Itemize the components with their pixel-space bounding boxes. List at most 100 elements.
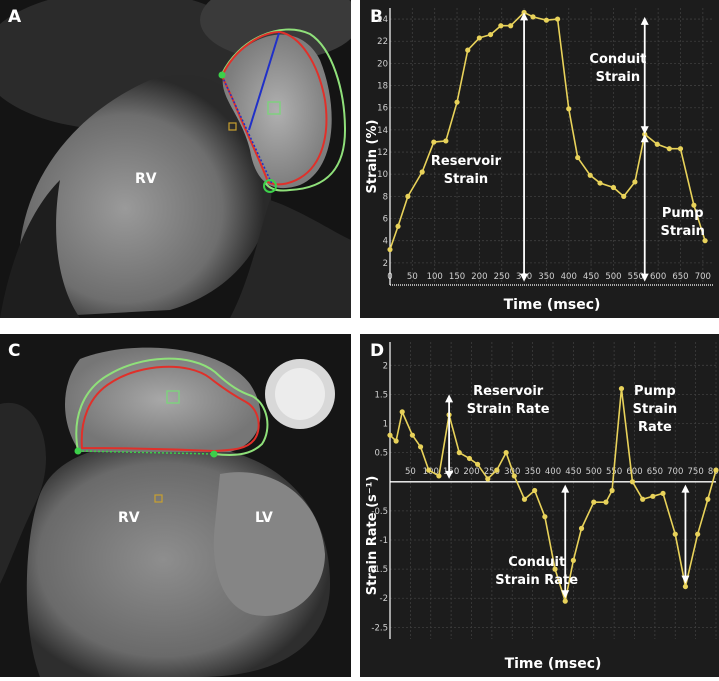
strain-point-24 <box>654 141 660 147</box>
strain-rate-point-0 <box>387 432 393 438</box>
strain-rate-point-24 <box>609 487 615 494</box>
y-tick-label-8: 8 <box>383 192 388 202</box>
strain-point-5 <box>443 138 449 144</box>
x-tick-label-100: 100 <box>427 272 443 282</box>
x-tick-label-450: 450 <box>583 272 599 282</box>
conduit-strain-label-line-1: Strain <box>596 70 640 85</box>
panel-a: A RV <box>0 0 360 319</box>
reservoir-strain-label-line-0: Reservoir <box>431 154 502 169</box>
hinge-point-c1 <box>74 447 82 455</box>
strain-point-20 <box>610 184 617 191</box>
y-tick-label-1: 1 <box>383 420 388 430</box>
strain-rate-point-22 <box>591 499 597 505</box>
y-tick-label-0.5: 0.5 <box>374 449 388 459</box>
y-tick-label-22: 22 <box>377 37 388 47</box>
chart-b-background <box>360 0 719 318</box>
strain-point-13 <box>530 14 536 20</box>
panel-b: B246810121416182022240501001502002503003… <box>360 0 719 318</box>
y-tick-label--1.5: -1.5 <box>371 565 388 575</box>
hinge-point-a1 <box>218 71 226 79</box>
pump-rate-label-line-2: Rate <box>638 420 672 435</box>
strain-rate-point-21 <box>578 525 585 531</box>
x-tick-label-50: 50 <box>405 467 416 477</box>
x-tick-label-650: 650 <box>647 467 663 477</box>
strain-rate-point-2 <box>399 409 405 415</box>
x-tick-label-550: 550 <box>628 272 644 282</box>
y-tick-label-14: 14 <box>377 126 388 136</box>
x-tick-label-200: 200 <box>463 467 479 477</box>
x-tick-label-700: 700 <box>667 467 683 477</box>
strain-point-26 <box>677 146 684 152</box>
pump-rate-arrow-head-bottom <box>681 575 690 584</box>
strain-point-15 <box>554 16 561 22</box>
x-axis-title: Time (msec) <box>505 656 602 672</box>
y-tick-label-1.5: 1.5 <box>374 390 388 400</box>
rv-label-c: RV <box>118 510 140 526</box>
strain-point-14 <box>543 17 550 23</box>
strain-rate-point-34 <box>713 467 719 473</box>
strain-rate-point-20 <box>570 557 576 563</box>
strain-rate-point-17 <box>542 514 548 520</box>
strain-point-4 <box>431 139 437 145</box>
pump-strain-arrow-head-bottom <box>640 273 649 282</box>
x-tick-label-250: 250 <box>494 272 510 282</box>
strain-rate-point-8 <box>456 450 462 456</box>
y-tick-label--1: -1 <box>380 536 388 546</box>
x-tick-label-200: 200 <box>471 272 487 282</box>
conduit-rate-label-line-1: Strain Rate <box>495 573 578 588</box>
x-tick-label-650: 650 <box>672 272 688 282</box>
y-tick-label--2: -2 <box>380 594 388 604</box>
strain-rate-point-15 <box>521 496 528 502</box>
long-axis-line-a <box>248 32 280 131</box>
chart-d-background <box>360 334 719 677</box>
endocardial-contour-c <box>80 365 260 453</box>
lv-label-c: LV <box>255 510 273 526</box>
pump-strain-label-line-1: Strain <box>660 224 704 239</box>
x-tick-label-350: 350 <box>525 467 541 477</box>
x-tick-label-450: 450 <box>565 467 581 477</box>
reservoir-rate-arrow-head-top <box>445 394 454 403</box>
strain-rate-point-14 <box>511 473 517 479</box>
strain-rate-point-4 <box>417 444 424 450</box>
x-axis-title: Time (msec) <box>504 297 601 313</box>
y-tick-label-24: 24 <box>377 15 388 25</box>
strain-point-21 <box>621 193 627 199</box>
strain-rate-point-25 <box>618 385 625 392</box>
pump-strain-label-line-0: Pump <box>662 206 704 221</box>
epicardial-contour-a <box>221 28 347 192</box>
y-tick-label--0.5: -0.5 <box>371 507 388 517</box>
strain-point-8 <box>476 35 482 41</box>
strain-point-19 <box>597 180 603 186</box>
y-tick-label--2.5: -2.5 <box>371 623 388 633</box>
endocardial-contour-a <box>220 30 328 186</box>
strain-rate-point-32 <box>695 531 701 537</box>
roi-square-c <box>166 390 180 404</box>
strain-point-10 <box>498 23 504 29</box>
strain-rate-point-28 <box>650 493 656 499</box>
strain-point-23 <box>642 131 648 137</box>
panel-letter-a: A <box>8 7 22 27</box>
strain-rate-point-11 <box>485 476 491 482</box>
rv-label-a: RV <box>135 171 157 187</box>
strain-point-27 <box>691 202 697 208</box>
strain-rate-point-23 <box>603 499 609 505</box>
panel-letter-b: B <box>370 7 383 27</box>
mri-image-c: C RV LV <box>0 334 351 677</box>
strain-point-6 <box>454 99 460 105</box>
strain-rate-chart: D21.510.5-0.5-1-1.5-2-2.5501001502002503… <box>360 334 719 677</box>
x-tick-label-500: 500 <box>586 467 602 477</box>
strain-rate-point-10 <box>475 461 481 467</box>
x-tick-label-800: 800 <box>708 467 719 477</box>
y-tick-label-18: 18 <box>377 82 388 92</box>
strain-point-11 <box>508 23 514 29</box>
reservoir-rate-arrow-head-bottom <box>445 470 454 479</box>
pump-rate-label-line-0: Pump <box>634 384 676 399</box>
y-tick-label-4: 4 <box>383 237 388 247</box>
x-tick-label-50: 50 <box>407 272 418 282</box>
mri-image-a: A RV <box>0 0 360 319</box>
y-tick-label-12: 12 <box>377 148 388 158</box>
strain-rate-point-29 <box>660 490 666 497</box>
y-tick-label-6: 6 <box>383 215 388 225</box>
strain-rate-point-9 <box>466 455 473 462</box>
pump-rate-label-line-1: Strain <box>633 402 677 417</box>
